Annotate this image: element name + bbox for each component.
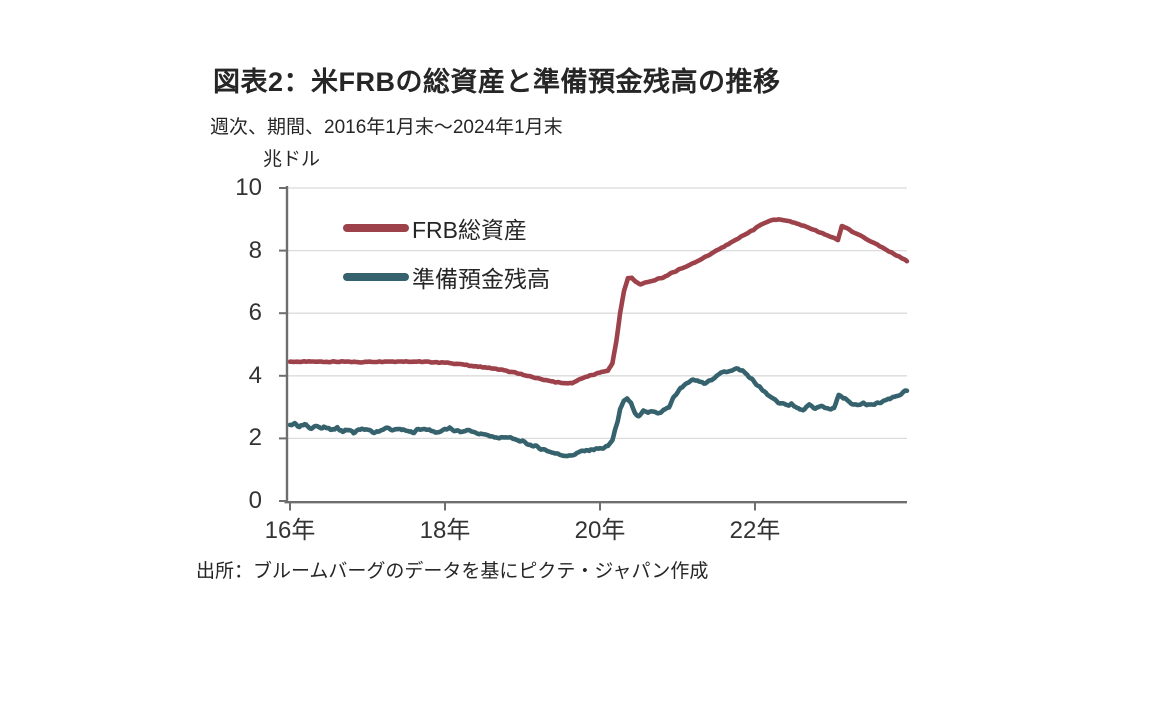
reserve-balances-line-swatch bbox=[343, 273, 409, 281]
y-axis-tick-label: 10 bbox=[235, 174, 262, 201]
x-axis-tick-label: 20年 bbox=[574, 517, 626, 544]
y-axis-tick-label: 2 bbox=[248, 424, 262, 452]
x-axis-tick-label: 16年 bbox=[264, 517, 316, 544]
chart-title: 図表2：米FRBの総資産と準備預金残高の推移 bbox=[213, 67, 781, 97]
legend-item-frb-total-assets: FRB総資産 bbox=[343, 212, 527, 244]
legend-item-reserve-balances: 準備預金残高 bbox=[343, 261, 550, 293]
y-axis-tick-label: 6 bbox=[248, 299, 262, 327]
legend-label-reserve-balances: 準備預金残高 bbox=[412, 266, 550, 292]
series-line-0 bbox=[287, 217, 910, 386]
frb-total-assets-line-swatch bbox=[343, 224, 409, 232]
series-line-1 bbox=[287, 366, 910, 459]
legend-label-frb-total-assets: FRB総資産 bbox=[412, 217, 527, 243]
y-axis-tick-label: 0 bbox=[248, 487, 262, 514]
chart-subtitle: 週次、期間、2016年1月末～2024年1月末 bbox=[210, 117, 563, 138]
y-axis-tick-label: 8 bbox=[248, 236, 262, 264]
y-axis-tick-label: 4 bbox=[248, 361, 262, 389]
source-note: 出所：ブルームバーグのデータを基にピクテ・ジャパン作成 bbox=[196, 561, 709, 582]
x-axis-tick-label: 22年 bbox=[729, 517, 781, 544]
y-axis-unit-label: 兆ドル bbox=[263, 149, 321, 170]
x-axis-tick-label: 18年 bbox=[419, 517, 471, 544]
